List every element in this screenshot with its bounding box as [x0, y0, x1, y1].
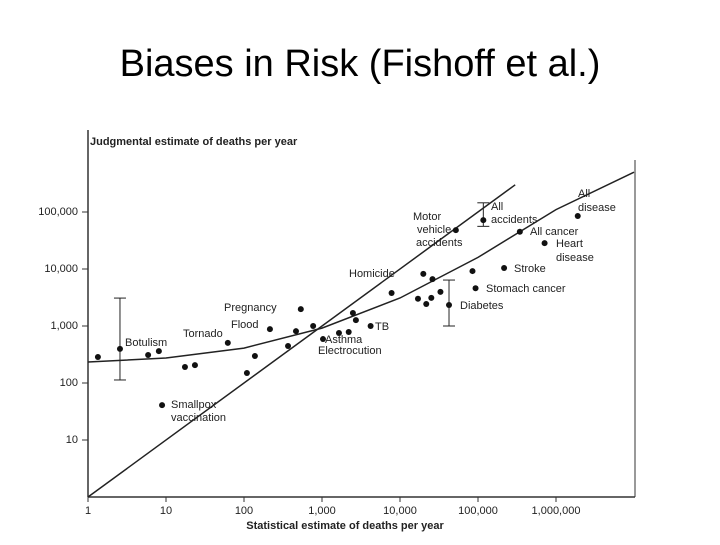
annotation: Stomach cancer — [486, 283, 566, 295]
data-point — [352, 317, 359, 324]
annotation: All cancer — [530, 226, 579, 238]
data-point — [420, 270, 427, 277]
data-point — [145, 351, 152, 358]
data-point — [388, 289, 395, 296]
x-tick-label: 10,000 — [383, 505, 417, 517]
annotation: vehicle — [417, 224, 451, 236]
x-tick-label: 1,000 — [308, 505, 336, 517]
data-point — [155, 348, 162, 355]
y-tick-label: 1,000 — [50, 320, 78, 332]
annotation: accidents — [491, 214, 538, 226]
fit-curve — [87, 171, 635, 363]
data-point — [285, 343, 292, 350]
annotation: Botulism — [125, 337, 167, 349]
annotation: Smallpox — [171, 399, 217, 411]
x-tick-label: 1,000,000 — [532, 505, 581, 517]
annotation: Homicide — [349, 268, 395, 280]
data-point — [541, 240, 548, 247]
data-point — [191, 362, 198, 369]
data-point — [501, 265, 508, 272]
data-point — [423, 301, 430, 308]
identity-line — [87, 184, 516, 498]
x-tick-label: 1 — [85, 505, 91, 517]
x-axis-label: Statistical estimate of deaths per year — [246, 520, 444, 532]
data-point — [335, 329, 342, 336]
data-point — [414, 295, 421, 302]
data-point — [452, 227, 459, 234]
data-point — [266, 326, 273, 333]
annotation: All — [491, 201, 503, 213]
data-point — [310, 323, 317, 329]
data-point — [224, 339, 231, 346]
data-point — [472, 285, 479, 292]
data-point — [516, 228, 523, 235]
data-point — [367, 323, 374, 329]
data-point — [480, 217, 487, 224]
y-tick-label: 10 — [66, 434, 78, 446]
data-point — [349, 310, 356, 317]
data-point — [94, 353, 101, 360]
y-axis-label: Judgmental estimate of deaths per year — [90, 136, 298, 148]
annotation: Tornado — [183, 328, 223, 340]
data-point — [181, 363, 188, 370]
y-tick-label: 10,000 — [44, 263, 78, 275]
data-point — [437, 288, 444, 295]
data-point — [297, 306, 304, 313]
annotation: Electrocution — [318, 345, 382, 357]
data-point — [292, 328, 299, 335]
annotation: Motor — [413, 211, 441, 223]
data-point — [243, 369, 250, 376]
y-tick-label: 100 — [60, 377, 78, 389]
x-tick-label: 100 — [235, 505, 253, 517]
annotation: Diabetes — [460, 300, 504, 312]
annotation: All — [578, 188, 590, 200]
annotation: Flood — [231, 319, 259, 331]
data-point — [429, 276, 436, 283]
annotation: Asthma — [325, 334, 363, 346]
slide-title: Biases in Risk (Fishoff et al.) — [120, 43, 601, 85]
data-point — [116, 345, 123, 352]
x-tick-label: 100,000 — [458, 505, 498, 517]
annotation: vaccination — [171, 412, 226, 424]
annotation: accidents — [416, 237, 463, 249]
y-tick-label: 100,000 — [38, 206, 78, 218]
data-point — [469, 268, 476, 275]
data-point — [446, 301, 453, 308]
data-point — [428, 294, 435, 301]
data-point — [574, 213, 581, 220]
annotation: TB — [375, 321, 389, 333]
annotation: Heart — [556, 238, 583, 250]
annotation: Stroke — [514, 263, 546, 275]
data-point — [345, 328, 352, 335]
data-point — [159, 402, 166, 409]
x-tick-label: 10 — [160, 505, 172, 517]
data-point — [320, 336, 327, 343]
annotation: disease — [556, 252, 594, 264]
annotation: disease — [578, 202, 616, 214]
annotation: Pregnancy — [224, 302, 277, 314]
data-point — [251, 353, 258, 360]
